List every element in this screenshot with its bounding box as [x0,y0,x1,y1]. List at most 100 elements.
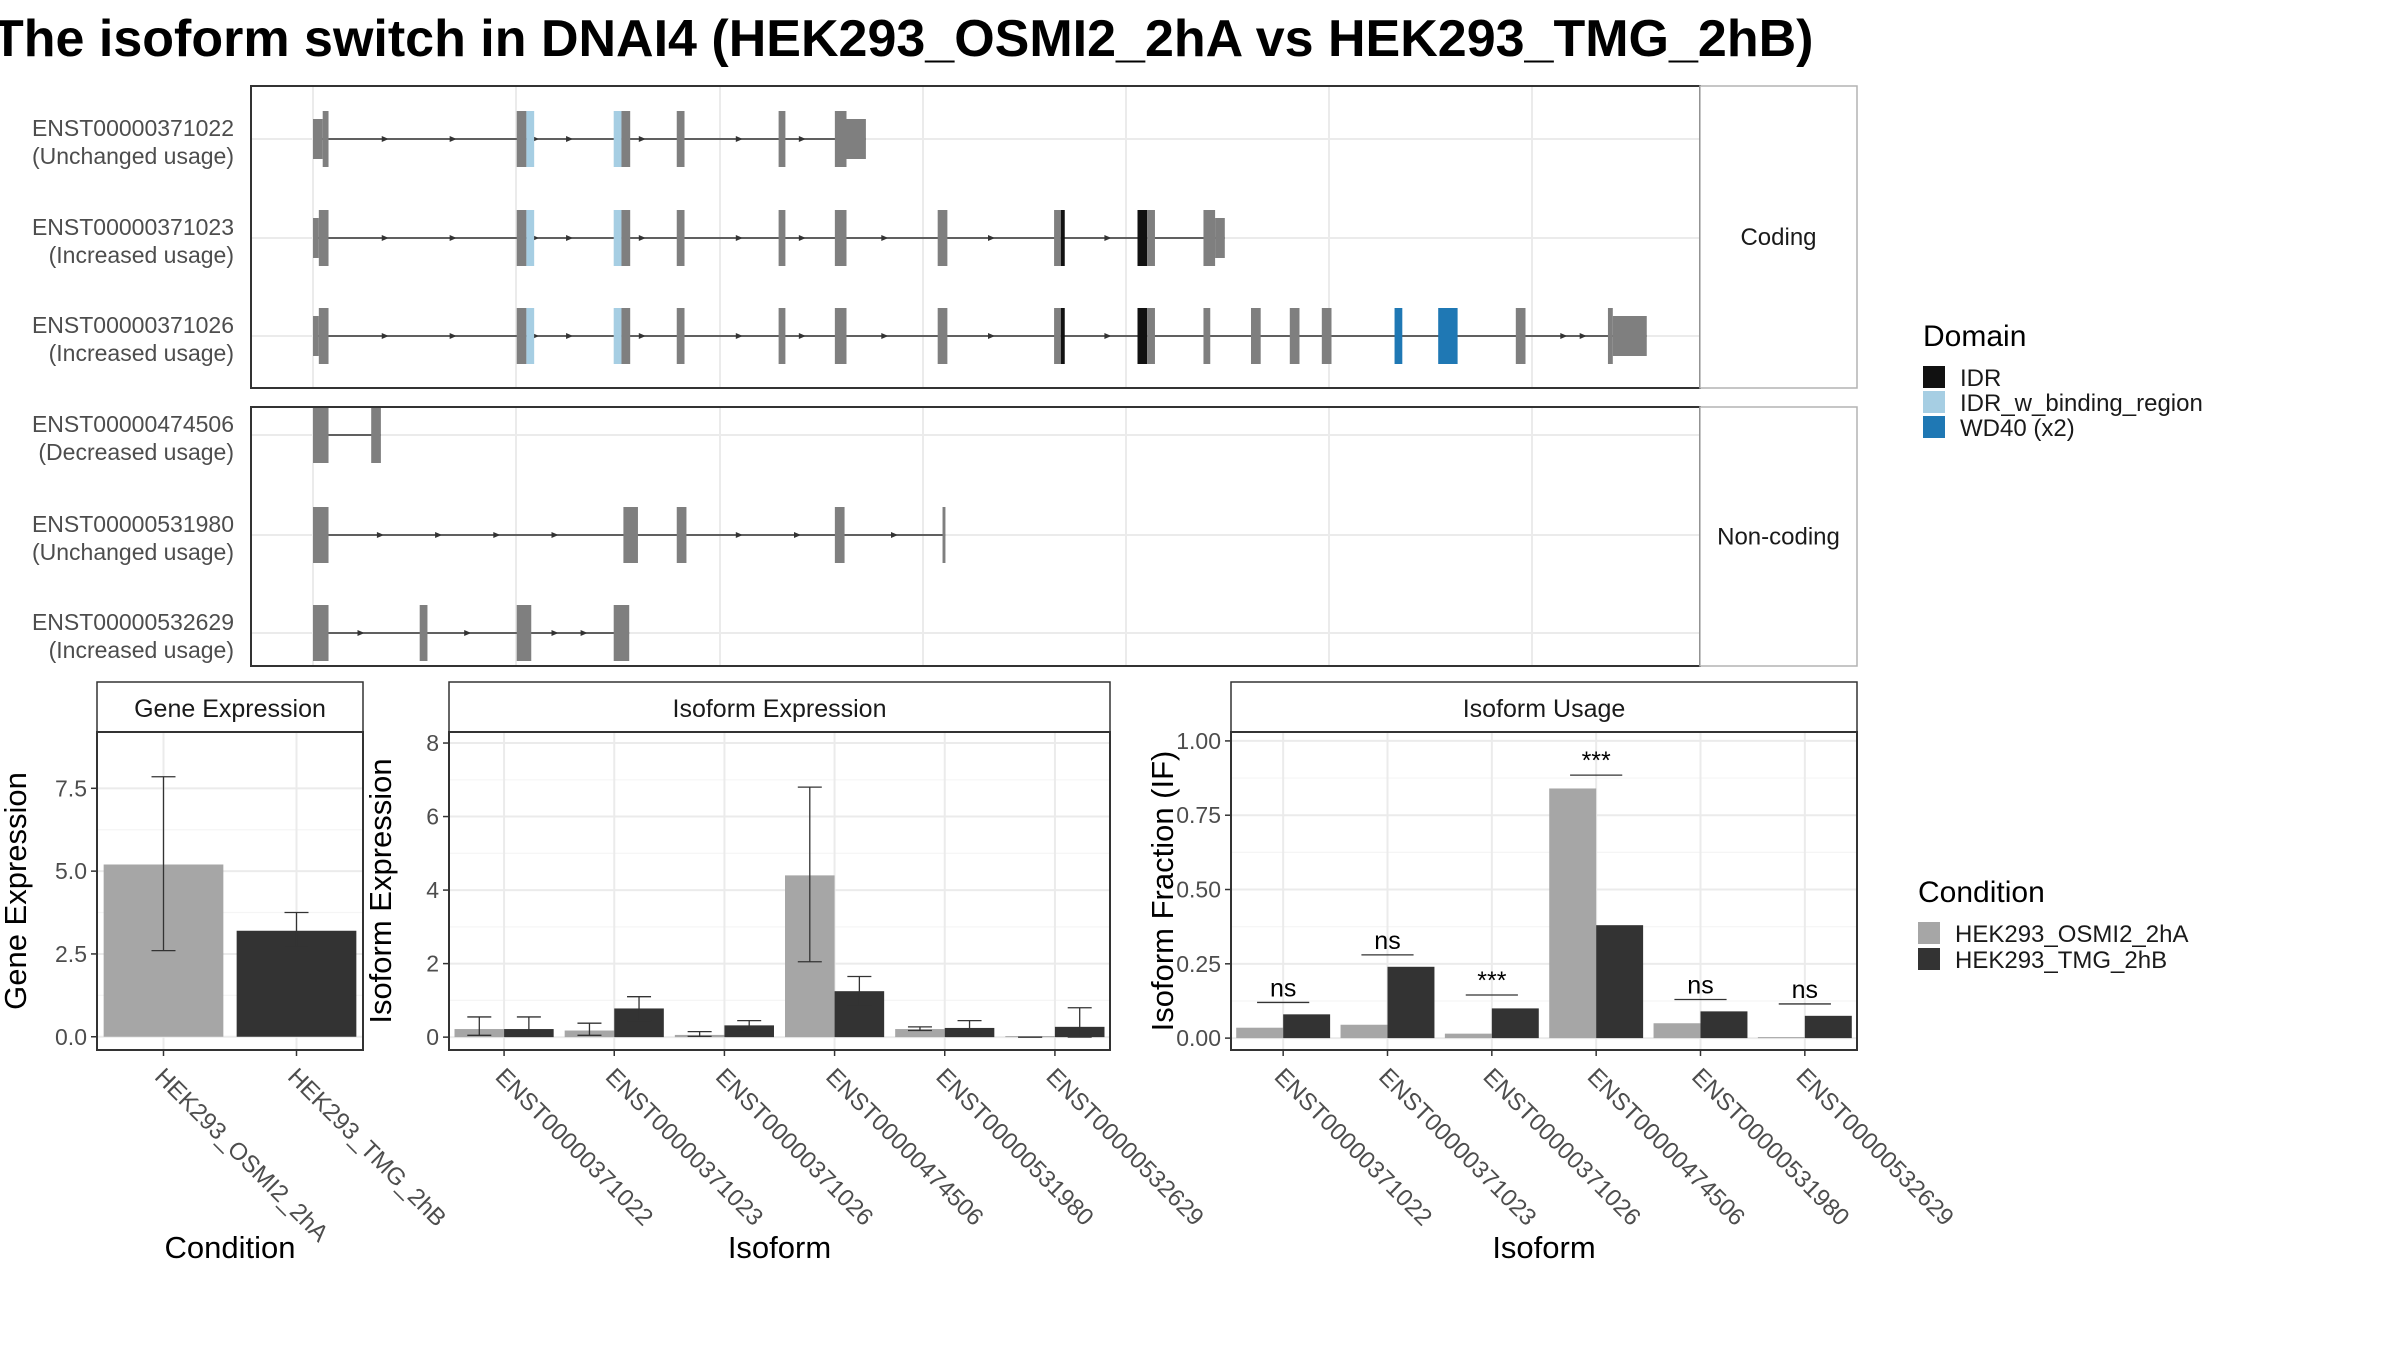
exon [1612,316,1647,356]
panel-strip [448,681,1111,733]
bar [1340,1024,1388,1039]
exon [778,210,786,266]
x-axis-title: Isoform [1492,1230,1595,1265]
exon [1215,218,1225,258]
exon [676,507,687,563]
intron-arrow [566,333,574,339]
exon [621,111,631,167]
exon [313,507,329,563]
intron-arrow [1579,333,1587,339]
intron-arrow [464,630,472,636]
panel-bg [1231,732,1857,1050]
significance-label: ns [1792,976,1818,1004]
isoform-usage-label: (Increased usage) [49,340,234,366]
y-axis-title: Gene Expression [0,772,33,1010]
intron-arrow [381,235,389,241]
exon [834,507,845,563]
facet-label: Coding [1740,224,1816,251]
intron-arrow [381,136,389,142]
expression-panels: Gene Expression0.02.55.07.5HEK293_OSMI2_… [0,681,1959,1265]
significance-label: ns [1687,971,1713,999]
intron-arrow [735,235,743,241]
intron-arrow [988,333,995,339]
idr-domain [1137,308,1148,364]
intron-arrow [566,235,574,241]
intron-arrow [449,333,457,339]
panel-border [1230,731,1858,1051]
panel-title: Gene Expression [134,695,326,723]
facet-strip [1699,85,1858,389]
exon [834,111,847,167]
significance-label: ns [1374,927,1400,955]
bar [724,1025,774,1038]
intron-arrow [988,235,995,241]
intron-arrow [381,333,389,339]
exon [313,218,319,258]
structure-facet-bg [251,407,1700,666]
bar [1804,1015,1852,1039]
isoform-usage-label: (Unchanged usage) [32,143,234,169]
intron-arrow [493,532,501,538]
y-tick-label: 0.0 [55,1024,87,1050]
intron-arrow [449,136,457,142]
intron-arrow [735,532,743,538]
isoform-id-label: ENST00000532629 [32,609,234,635]
isoform-usage-label: (Unchanged usage) [32,539,234,565]
idr-binding-domain [613,210,622,266]
intron-arrow [435,532,443,538]
intron-arrow [891,532,898,538]
domain-legend-swatch [1923,366,1945,388]
exon [1203,210,1216,266]
intron-arrow [376,532,384,538]
idr-domain [1137,210,1148,266]
intron-arrow [1104,235,1112,241]
facet-label: Non-coding [1717,524,1840,551]
exon [318,210,329,266]
exon [778,308,786,364]
facet-strip [1699,406,1858,667]
exon [1607,308,1613,364]
idr-binding-domain [526,111,535,167]
exon [676,210,685,266]
figure-title: The isoform switch in DNAI4 (HEK293_OSMI… [0,10,1813,68]
y-tick-label: 0.00 [1176,1025,1221,1051]
exon [516,605,532,661]
intron-arrow [794,532,801,538]
bar [1700,1011,1748,1039]
exon [419,605,428,661]
isoform-id-label: ENST00000371023 [32,214,234,240]
bar [1387,966,1435,1039]
exon [516,210,527,266]
panel-title: Isoform Expression [673,695,887,723]
intron-arrow [798,235,806,241]
exon [834,308,847,364]
isoform-id-label: ENST00000371026 [32,312,234,338]
exon [1515,308,1526,364]
isoform-id-label: ENST00000531980 [32,511,234,537]
exon [1054,210,1061,266]
condition-legend-label: HEK293_TMG_2hB [1955,947,2167,974]
exon [516,111,527,167]
exon [613,605,630,661]
wd40-domain [1394,308,1403,364]
intron-arrow [881,235,889,241]
condition-legend-label: HEK293_OSMI2_2hA [1955,921,2188,948]
exon [322,111,329,167]
intron-arrow [580,630,588,636]
idr-binding-domain [526,308,535,364]
wd40-domain [1438,308,1458,364]
y-tick-label: 0.25 [1176,951,1221,977]
exon [1250,308,1261,364]
condition-legend-swatch [1918,948,1940,970]
y-tick-label: 0.50 [1176,877,1221,903]
intron-arrow [551,630,559,636]
idr-domain [1060,308,1065,364]
y-tick-label: 5.0 [55,858,87,884]
exon [834,210,847,266]
domain-legend-label: WD40 (x2) [1960,415,2075,442]
y-tick-label: 0 [426,1024,439,1050]
intron-arrow [638,235,646,241]
isoform-id-label: ENST00000474506 [32,411,234,437]
exon [371,407,381,463]
domain-legend-label: IDR_w_binding_region [1960,390,2203,417]
